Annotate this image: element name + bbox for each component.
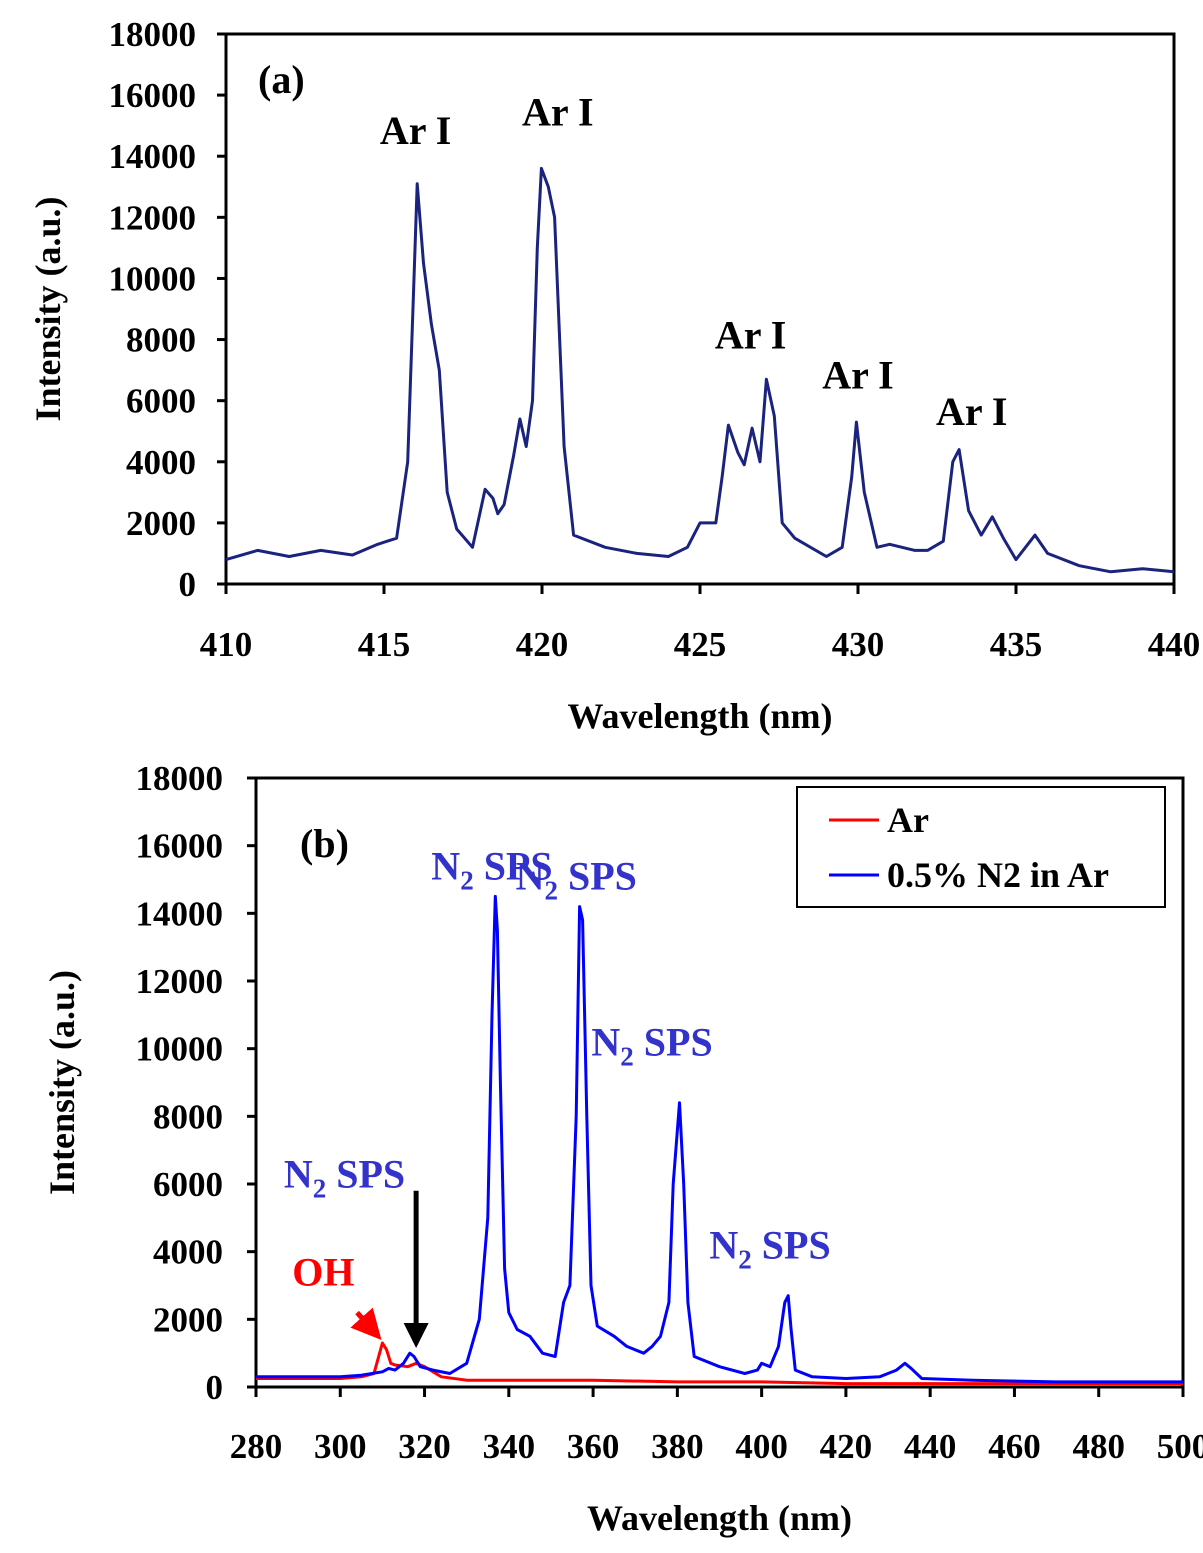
annotation-label: N2 SPS (516, 854, 637, 906)
panel-label: (a) (258, 57, 305, 102)
x-tick-label: 320 (398, 1427, 451, 1466)
panel-label: (b) (300, 821, 349, 866)
x-tick-label: 500 (1157, 1427, 1203, 1466)
x-tick-label: 340 (483, 1427, 536, 1466)
y-tick-label: 12000 (136, 962, 224, 1001)
y-tick-label: 16000 (109, 76, 197, 115)
y-axis-label: Intensity (a.u.) (42, 970, 82, 1195)
x-tick-label: 380 (651, 1427, 704, 1466)
legend-entry: 0.5% N2 in Ar (887, 855, 1109, 895)
annotation-label: Ar I (380, 108, 451, 153)
x-tick-label: 420 (516, 625, 569, 664)
y-tick-label: 14000 (136, 894, 224, 933)
x-tick-label: 280 (230, 1427, 283, 1466)
x-tick-label: 410 (200, 625, 253, 664)
x-axis-label: Wavelength (nm) (587, 1498, 852, 1538)
legend: Ar 0.5% N2 in Ar (796, 786, 1166, 908)
annotation-label: N2 SPS (591, 1019, 712, 1071)
y-axis-label: Intensity (a.u.) (28, 196, 68, 421)
x-tick-label: 360 (567, 1427, 620, 1466)
x-tick-label: 440 (904, 1427, 957, 1466)
y-tick-label: 8000 (126, 321, 196, 360)
y-tick-label: 6000 (126, 382, 196, 421)
x-tick-label: 480 (1072, 1427, 1125, 1466)
y-tick-label: 10000 (136, 1030, 224, 1069)
y-tick-label: 6000 (153, 1165, 223, 1204)
x-tick-label: 400 (735, 1427, 788, 1466)
annotation-label: N2 SPS (709, 1222, 830, 1274)
annotation-label: OH (292, 1250, 354, 1295)
y-tick-label: 8000 (153, 1097, 223, 1136)
x-tick-label: 300 (314, 1427, 367, 1466)
x-tick-label: 435 (990, 625, 1043, 664)
series-line-ar (256, 1341, 1183, 1386)
x-tick-label: 425 (674, 625, 727, 664)
chart-panel-a: 0 2000 4000 6000 8000 10000 12000 14000 16000 180… (28, 15, 1200, 736)
legend-box (796, 786, 1166, 908)
x-tick-label: 415 (358, 625, 411, 664)
chart-panel-b: 0 2000 4000 6000 8000 10000 12000 14000 16000 180… (42, 759, 1203, 1538)
series-line-0-5-n2-in-ar (256, 894, 1183, 1384)
annotation-label: Ar I (715, 313, 786, 358)
y-tick-label: 14000 (109, 137, 197, 176)
x-tick-label: 430 (832, 625, 885, 664)
x-axis-label: Wavelength (nm) (568, 696, 833, 736)
x-tick-label: 420 (820, 1427, 873, 1466)
annotation-label: N2 SPS (431, 844, 552, 896)
plot-frame (224, 32, 1176, 586)
x-tick-label: 460 (988, 1427, 1041, 1466)
y-tick-label: 4000 (126, 443, 196, 482)
annotation-label: Ar I (522, 90, 593, 135)
y-tick-label: 18000 (109, 15, 197, 54)
y-tick-label: 2000 (153, 1300, 223, 1339)
plot-frame (254, 776, 1185, 1389)
y-tick-label: 12000 (109, 198, 197, 237)
annotation-label: Ar I (822, 352, 893, 397)
legend-entry: Ar (887, 800, 929, 840)
series-line-0 (225, 166, 1175, 574)
y-tick-label: 16000 (136, 827, 224, 866)
x-tick-label: 440 (1148, 625, 1201, 664)
y-tick-label: 18000 (136, 759, 224, 798)
y-tick-label: 0 (206, 1368, 224, 1407)
oh-arrow (350, 1307, 382, 1340)
y-tick-label: 0 (179, 565, 197, 604)
y-tick-label: 2000 (126, 504, 196, 543)
y-tick-label: 10000 (109, 259, 197, 298)
y-tick-label: 4000 (153, 1233, 223, 1272)
annotation-label: N2 SPS (284, 1151, 405, 1203)
annotation-label: Ar I (936, 389, 1007, 434)
